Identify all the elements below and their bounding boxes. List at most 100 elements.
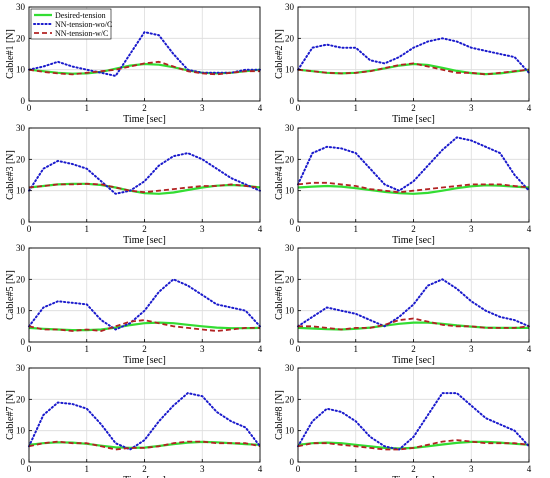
y-tick-label: 30 xyxy=(285,2,295,12)
y-tick-label: 0 xyxy=(290,457,295,467)
subplot-8: 0 1 2 3 4 0 10 20 30 Time [sec] Cable#8 [N] xyxy=(274,363,532,478)
subplot-1: 0 1 2 3 4 0 10 20 30 Time [sec] Cable#1 [N] xyxy=(5,2,263,125)
x-tick-label: 3 xyxy=(469,344,474,354)
x-tick-label: 2 xyxy=(142,344,147,354)
x-tick-label: 1 xyxy=(85,464,90,474)
y-axis-label: Cable#6 [N] xyxy=(274,270,285,320)
subplot-4: 0 1 2 3 4 0 10 20 30 Time [sec] Cable#4 [N] xyxy=(274,123,532,246)
legend: Desired-tensionNN-tension-wo/CNN-tension… xyxy=(30,8,112,40)
y-tick-label: 10 xyxy=(16,306,26,316)
series-line-wo xyxy=(28,278,261,331)
y-tick-label: 30 xyxy=(285,363,295,373)
x-tick-label: 2 xyxy=(411,103,416,113)
legend-label-wo: NN-tension-wo/C xyxy=(55,20,112,29)
y-tick-label: 0 xyxy=(21,337,26,347)
y-tick-label: 10 xyxy=(285,186,295,196)
x-tick-label: 1 xyxy=(85,344,90,354)
series-line-desired xyxy=(297,184,530,195)
y-tick-label: 10 xyxy=(285,426,295,436)
y-axis-label: Cable#2 [N] xyxy=(274,29,285,79)
subplot-5: 0 1 2 3 4 0 10 20 30 Time [sec] Cable#5 [N] xyxy=(5,243,263,366)
x-tick-label: 0 xyxy=(27,464,32,474)
x-tick-label: 4 xyxy=(258,224,263,234)
y-tick-label: 0 xyxy=(290,337,295,347)
x-axis-label: Time [sec] xyxy=(392,235,435,246)
x-tick-label: 3 xyxy=(200,224,205,234)
x-tick-label: 0 xyxy=(27,103,32,113)
x-tick-label: 1 xyxy=(354,103,359,113)
x-tick-label: 3 xyxy=(200,344,205,354)
y-tick-label: 20 xyxy=(285,154,295,164)
x-tick-label: 4 xyxy=(527,103,532,113)
subplot-2: 0 1 2 3 4 0 10 20 30 Time [sec] Cable#2 [N] xyxy=(274,2,532,125)
x-tick-label: 4 xyxy=(258,344,263,354)
y-tick-label: 0 xyxy=(290,217,295,227)
x-tick-label: 4 xyxy=(527,344,532,354)
x-tick-label: 2 xyxy=(142,224,147,234)
y-tick-label: 10 xyxy=(16,65,26,75)
x-tick-label: 2 xyxy=(142,464,147,474)
series-line-wo xyxy=(297,392,530,451)
x-tick-label: 2 xyxy=(142,103,147,113)
series-line-wo xyxy=(28,392,261,451)
x-tick-label: 3 xyxy=(469,464,474,474)
subplot-7: 0 1 2 3 4 0 10 20 30 Time [sec] Cable#7 [N] xyxy=(5,363,263,478)
x-tick-label: 4 xyxy=(258,103,263,113)
series-line-w xyxy=(28,319,260,332)
x-tick-label: 1 xyxy=(354,224,359,234)
series-line-w xyxy=(297,439,530,451)
x-tick-label: 2 xyxy=(411,344,416,354)
series-line-wo xyxy=(28,31,261,77)
y-tick-label: 20 xyxy=(285,33,295,43)
x-axis-label: Time [sec] xyxy=(123,114,166,125)
x-tick-label: 1 xyxy=(85,103,90,113)
x-tick-label: 0 xyxy=(27,344,32,354)
series-line-wo xyxy=(297,278,530,328)
y-axis-label: Cable#7 [N] xyxy=(5,390,16,440)
series-line-desired xyxy=(28,321,261,332)
x-tick-label: 2 xyxy=(411,224,416,234)
x-tick-label: 3 xyxy=(200,103,205,113)
series-line-wo xyxy=(297,37,530,74)
y-tick-label: 10 xyxy=(285,306,295,316)
x-tick-label: 0 xyxy=(27,224,32,234)
x-axis-label: Time [sec] xyxy=(123,355,166,366)
x-tick-label: 3 xyxy=(469,224,474,234)
series-line-w xyxy=(298,317,530,331)
subplot-6: 0 1 2 3 4 0 10 20 30 Time [sec] Cable#6 [N] xyxy=(274,243,532,366)
y-axis-label: Cable#5 [N] xyxy=(5,270,16,320)
series-line-w xyxy=(297,62,530,76)
y-tick-label: 10 xyxy=(285,65,295,75)
x-tick-label: 3 xyxy=(469,103,474,113)
x-tick-label: 2 xyxy=(411,464,416,474)
y-tick-label: 30 xyxy=(285,243,295,253)
series-line-w xyxy=(28,60,260,76)
y-tick-label: 20 xyxy=(16,274,26,284)
legend-label-w: NN-tension-w/C xyxy=(55,29,108,38)
y-tick-label: 10 xyxy=(16,426,26,436)
y-tick-label: 0 xyxy=(21,217,26,227)
y-axis-label: Cable#1 [N] xyxy=(5,29,16,79)
x-tick-label: 1 xyxy=(354,464,359,474)
y-tick-label: 30 xyxy=(16,363,26,373)
series-line-wo xyxy=(297,136,530,192)
x-tick-label: 1 xyxy=(354,344,359,354)
y-tick-label: 20 xyxy=(16,154,26,164)
y-tick-label: 20 xyxy=(16,33,26,43)
x-axis-label: Time [sec] xyxy=(123,475,166,478)
y-tick-label: 30 xyxy=(16,2,26,12)
y-tick-label: 30 xyxy=(16,243,26,253)
y-tick-label: 10 xyxy=(16,186,26,196)
series-line-w xyxy=(297,181,530,194)
series-line-wo xyxy=(28,152,261,195)
y-tick-label: 30 xyxy=(285,123,295,133)
x-tick-label: 4 xyxy=(258,464,263,474)
x-axis-label: Time [sec] xyxy=(392,114,435,125)
y-axis-label: Cable#8 [N] xyxy=(274,390,285,440)
y-tick-label: 30 xyxy=(16,123,26,133)
y-axis-label: Cable#4 [N] xyxy=(274,150,285,200)
y-tick-label: 0 xyxy=(21,457,26,467)
x-tick-label: 0 xyxy=(296,224,301,234)
y-tick-label: 20 xyxy=(285,274,295,284)
